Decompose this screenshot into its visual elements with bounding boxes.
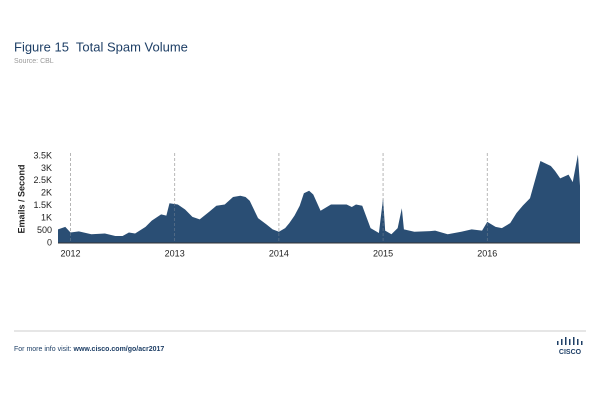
logo-text: CISCO [559,349,582,356]
y-tick-label: 1K [41,213,52,223]
x-tick-label: 2012 [60,248,80,258]
y-tick-label: 3K [41,163,52,173]
y-tick-label: 2.5K [33,175,52,185]
footer-text: For more info visit: www.cisco.com/go/ac… [14,346,164,353]
chart-source: Source: CBL [14,58,54,65]
y-tick-label: 1.5K [33,200,52,210]
y-tick-label: 0 [47,237,52,247]
x-tick-label: 2016 [477,248,497,258]
x-tick-label: 2015 [373,248,393,258]
y-axis-label: Emails / Second [16,164,26,233]
x-tick-label: 2014 [269,248,289,258]
y-tick-label: 3.5K [33,150,52,160]
x-tick-label: 2013 [165,248,185,258]
chart-title: Figure 15 Total Spam Volume [14,39,188,54]
logo-bars [557,337,583,345]
area [58,154,580,243]
y-tick-label: 2K [41,188,52,198]
y-tick-label: 500 [37,225,52,235]
